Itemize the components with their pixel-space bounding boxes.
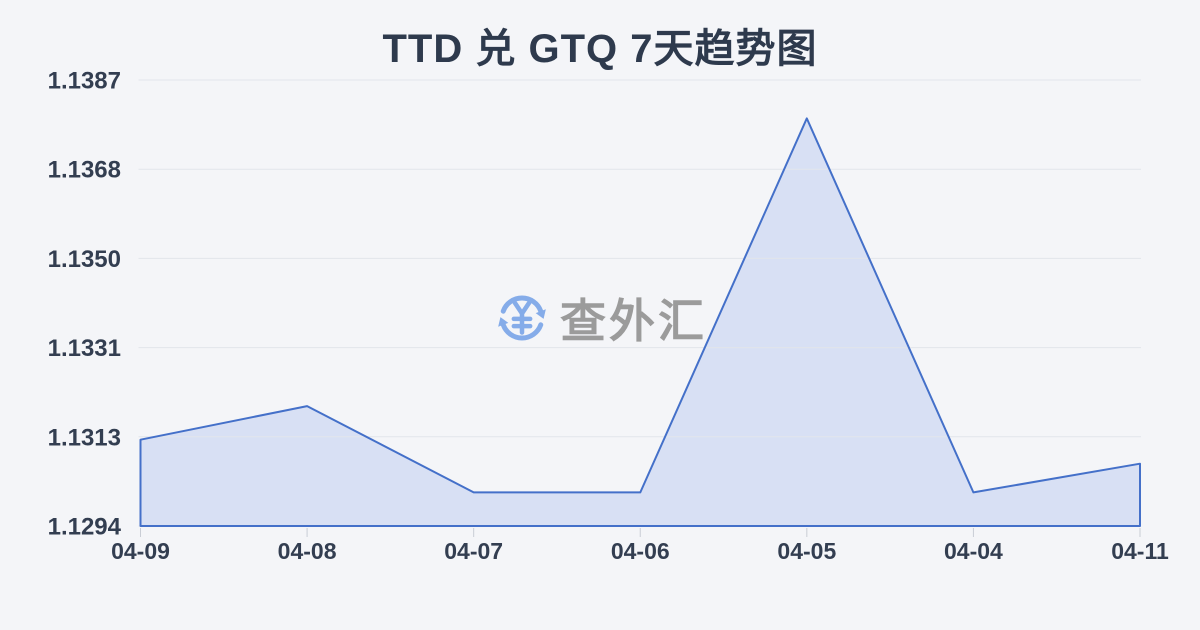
- currency-exchange-icon: [498, 295, 546, 341]
- x-axis-label: 04-08: [278, 538, 337, 564]
- x-axis-label: 04-05: [777, 538, 836, 564]
- x-axis-label: 04-06: [611, 538, 670, 564]
- y-axis-label: 1.1387: [48, 68, 121, 95]
- watermark: 查外汇: [0, 285, 1200, 351]
- trend-line: [139, 117, 1141, 527]
- x-axis-label: 04-04: [944, 538, 1003, 564]
- y-axis-label: 1.1313: [48, 424, 121, 451]
- chart-title: TTD 兑 GTQ 7天趋势图: [382, 27, 818, 71]
- watermark-text: 查外汇: [560, 295, 707, 347]
- y-axis-label: 1.1350: [48, 246, 121, 273]
- y-axis-label: 1.1294: [48, 514, 122, 541]
- area-fill: [140, 118, 1140, 527]
- x-axis-label: 04-11: [1111, 538, 1169, 564]
- x-axis-label: 04-07: [444, 538, 503, 564]
- y-axis-label: 1.1368: [48, 157, 121, 184]
- y-axis-label: 1.1331: [48, 335, 121, 362]
- x-axis-label: 04-09: [111, 538, 170, 564]
